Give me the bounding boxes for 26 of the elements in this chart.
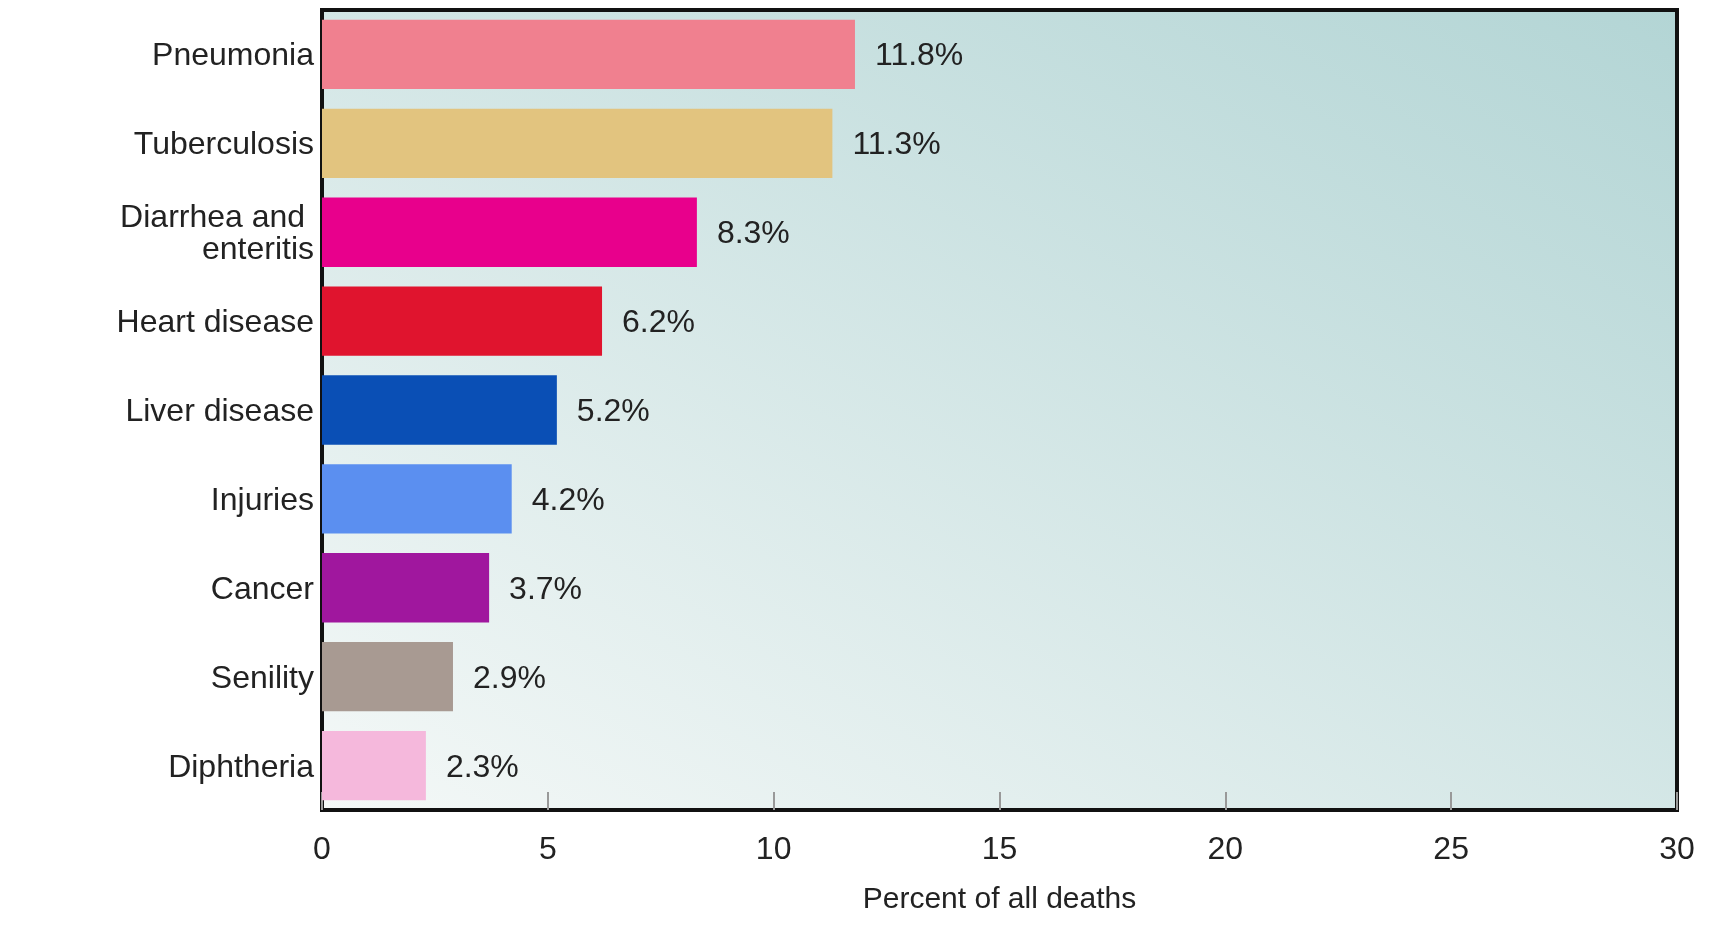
y-tick-label: Senility (210, 658, 314, 695)
data-label: 2.3% (445, 747, 519, 784)
data-label: 6.2% (622, 303, 695, 340)
y-tick-label: Cancer (210, 569, 315, 606)
y-tick-label: Liver disease (125, 392, 314, 428)
x-tick-label: 0 (313, 830, 331, 866)
x-tick-label: 20 (1207, 830, 1244, 866)
x-axis-title: Percent of all deaths (862, 880, 1137, 914)
data-label: 8.3% (716, 214, 790, 251)
y-tick-label: Diarrhea and enteritis (120, 198, 314, 267)
x-tick-label: 10 (755, 830, 792, 866)
data-label: 11.3% (852, 125, 941, 162)
x-tick-label: 15 (981, 830, 1018, 866)
y-tick-label: Heart disease (116, 303, 314, 340)
x-tick-label: 30 (1659, 830, 1695, 866)
x-tick-label: 5 (538, 830, 557, 866)
data-label: 2.9% (472, 658, 546, 695)
data-label: 4.2% (531, 480, 605, 517)
y-tick-label: Tuberculosis (133, 125, 314, 162)
y-tick-label: Injuries (210, 480, 314, 517)
data-label: 5.2% (576, 392, 650, 428)
data-label: 3.7% (509, 569, 583, 606)
y-tick-label: Diphtheria (168, 747, 315, 784)
y-tick-label: Pneumonia (152, 36, 315, 73)
x-tick-label: 25 (1433, 830, 1469, 866)
data-label: 11.8% (874, 36, 964, 73)
